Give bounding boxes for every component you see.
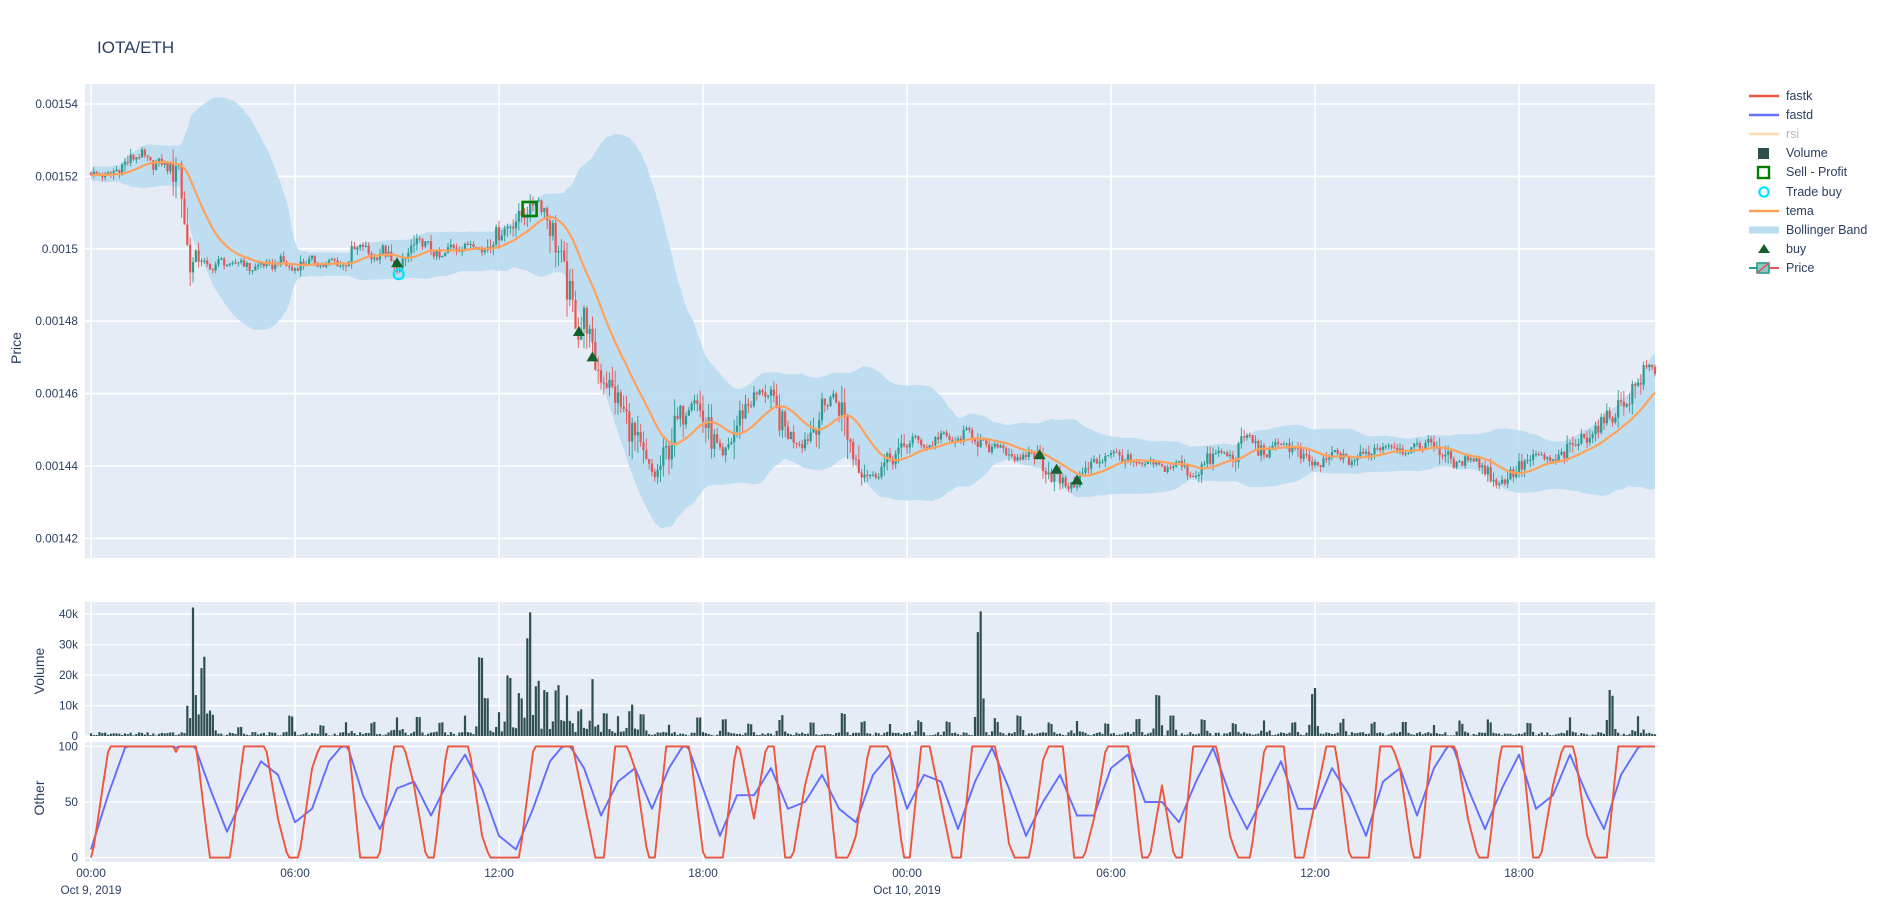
- legend-item-label: tema: [1786, 203, 1814, 218]
- legend-item-label: Price: [1786, 261, 1815, 276]
- legend-item-label: buy: [1786, 242, 1807, 257]
- buy-marker[interactable]: [1071, 474, 1083, 485]
- x-date-label: Oct 9, 2019: [61, 883, 122, 897]
- legend-item-label: Bollinger Band: [1786, 222, 1868, 237]
- legend-item-trade-buy[interactable]: Trade buy: [1747, 182, 1867, 201]
- legend-item-label: Trade buy: [1786, 184, 1842, 199]
- bollinger-band-area: [91, 97, 1655, 529]
- x-tick-label: 18:00: [1504, 866, 1534, 880]
- x-tick-label: 06:00: [280, 866, 310, 880]
- volume-tick-label: 30k: [59, 638, 78, 652]
- fastk-line: [90, 745, 1655, 859]
- other-tick-label: 0: [71, 851, 78, 865]
- volume-tick-label: 40k: [59, 607, 78, 621]
- volume-tick-label: 10k: [59, 699, 78, 713]
- x-tick-label: 00:00: [892, 866, 922, 880]
- price-panel[interactable]: [85, 84, 1655, 558]
- x-tick-label: 06:00: [1096, 866, 1126, 880]
- price-tick-label: 0.00152: [35, 169, 78, 183]
- other-axis-title: Other: [31, 780, 47, 816]
- bollinger-legend-glyph: [1747, 222, 1781, 238]
- page-title: IOTA/ETH: [97, 38, 175, 57]
- legend-item-fastd[interactable]: fastd: [1747, 105, 1867, 124]
- price-axis-title: Price: [8, 332, 24, 364]
- legend-item-label: fastk: [1786, 88, 1813, 103]
- volume-axis-title: Volume: [31, 647, 47, 695]
- x-date-label: Oct 10, 2019: [873, 883, 941, 897]
- buy-marker[interactable]: [586, 351, 599, 362]
- other-tick-label: 100: [58, 739, 78, 753]
- legend-item-label: rsi: [1786, 126, 1800, 141]
- buy-marker[interactable]: [572, 326, 585, 337]
- price-tick-label: 0.00142: [35, 531, 78, 545]
- fastd-legend-glyph: [1747, 107, 1781, 123]
- volume-bars: [89, 607, 1657, 736]
- rsi-legend-glyph: [1747, 126, 1781, 142]
- legend-item-label: Sell - Profit: [1786, 165, 1848, 180]
- legend-item-label: Volume: [1786, 146, 1828, 161]
- price-legend-glyph: [1747, 260, 1781, 276]
- volume-tick-label: 0: [71, 729, 78, 743]
- panel-bg-1: [85, 602, 1655, 736]
- other-tick-label: 50: [65, 795, 79, 809]
- volume-panel[interactable]: [85, 602, 1655, 736]
- price-tick-label: 0.00146: [35, 387, 78, 401]
- fastd-line: [90, 745, 1655, 851]
- price-tick-label: 0.0015: [42, 242, 79, 256]
- sell-profit-legend-glyph: [1747, 164, 1781, 180]
- legend-item-tema[interactable]: tema: [1747, 201, 1867, 220]
- price-tick-label: 0.00148: [35, 314, 78, 328]
- oscillator-panel[interactable]: [85, 742, 1655, 862]
- buy-marker[interactable]: [1050, 463, 1063, 474]
- legend-item-bollinger[interactable]: Bollinger Band: [1747, 220, 1867, 239]
- legend-item-buy[interactable]: buy: [1747, 240, 1867, 259]
- legend: fastk fastd rsi Volume Sell - Profit Trade bu…: [1747, 86, 1867, 278]
- tema-legend-glyph: [1747, 203, 1781, 219]
- tema-line: [90, 160, 1656, 477]
- x-tick-label: 12:00: [484, 866, 514, 880]
- buy-legend-glyph: [1747, 241, 1781, 257]
- fastk-legend-glyph: [1747, 88, 1781, 104]
- legend-item-price[interactable]: Price: [1747, 259, 1867, 278]
- legend-item-rsi[interactable]: rsi: [1747, 124, 1867, 143]
- volume-tick-label: 20k: [59, 668, 78, 682]
- x-tick-label: 18:00: [688, 866, 718, 880]
- price-tick-label: 0.00144: [35, 459, 78, 473]
- legend-item-volume[interactable]: Volume: [1747, 144, 1867, 163]
- legend-item-fastk[interactable]: fastk: [1747, 86, 1867, 105]
- trade-buy-marker[interactable]: [392, 268, 405, 281]
- x-tick-label: 12:00: [1300, 866, 1330, 880]
- buy-marker[interactable]: [391, 257, 403, 268]
- buy-marker[interactable]: [1033, 449, 1046, 460]
- legend-item-sell-profit[interactable]: Sell - Profit: [1747, 163, 1867, 182]
- legend-item-label: fastd: [1786, 107, 1814, 122]
- volume-legend-glyph: [1747, 145, 1781, 161]
- x-tick-label: 00:00: [76, 866, 106, 880]
- trade-buy-legend-glyph: [1747, 184, 1781, 200]
- sell-profit-marker[interactable]: [521, 200, 538, 218]
- price-tick-label: 0.00154: [35, 97, 78, 111]
